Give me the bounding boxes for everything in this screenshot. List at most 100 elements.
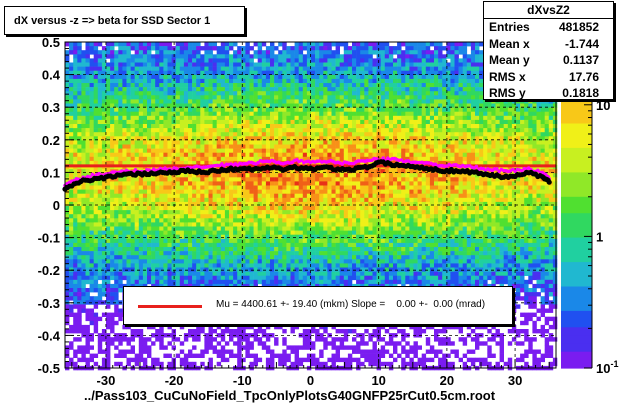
- heatmap-cell: [343, 357, 349, 363]
- heatmap-cell: [134, 214, 140, 219]
- heatmap-cell: [220, 74, 226, 80]
- heatmap-cell: [106, 74, 111, 80]
- heatmap-cell: [327, 193, 332, 199]
- heatmap-cell: [298, 238, 304, 244]
- heatmap-cell: [306, 193, 312, 199]
- heatmap-cell: [208, 83, 213, 88]
- heatmap-cell: [331, 275, 336, 281]
- heatmap-cell: [101, 201, 107, 207]
- heatmap-cell: [311, 357, 316, 363]
- heatmap-cell: [196, 271, 201, 276]
- heatmap-cell: [282, 259, 287, 264]
- heatmap-cell: [216, 238, 222, 244]
- heatmap-cell: [69, 222, 74, 227]
- heatmap-cell: [220, 83, 226, 88]
- heatmap-cell: [319, 136, 324, 141]
- heatmap-cell: [200, 115, 205, 121]
- heatmap-cell: [85, 288, 90, 293]
- heatmap-cell: [327, 95, 332, 100]
- heatmap-cell: [327, 201, 332, 207]
- heatmap-cell: [77, 103, 82, 108]
- heatmap-cell: [183, 140, 189, 145]
- heatmap-cell: [147, 345, 152, 350]
- heatmap-cell: [204, 107, 209, 112]
- heatmap-cell: [212, 128, 217, 133]
- heatmap-cell: [142, 83, 148, 88]
- heatmap-cell: [151, 140, 156, 145]
- heatmap-cell: [65, 99, 70, 104]
- heatmap-cell: [204, 238, 209, 244]
- heatmap-cell: [245, 115, 250, 121]
- heatmap-cell: [237, 193, 242, 199]
- heatmap-cell: [163, 353, 168, 358]
- heatmap-cell: [142, 115, 148, 121]
- heatmap-cell: [204, 259, 209, 264]
- heatmap-cell: [138, 329, 144, 334]
- heatmap-cell: [249, 181, 254, 186]
- heatmap-cell: [155, 214, 160, 219]
- heatmap-cell: [183, 148, 189, 153]
- heatmap-cell: [126, 279, 131, 285]
- heatmap-cell: [323, 124, 328, 129]
- heatmap-cell: [274, 107, 279, 112]
- heatmap-cell: [339, 70, 345, 76]
- heatmap-cell: [249, 361, 254, 367]
- heatmap-cell: [101, 119, 107, 125]
- heatmap-cell: [212, 58, 217, 63]
- heatmap-cell: [69, 247, 74, 252]
- heatmap-cell: [224, 144, 230, 149]
- heatmap-cell: [167, 70, 172, 76]
- heatmap-cell: [183, 238, 189, 244]
- heatmap-cell: [65, 87, 70, 92]
- heatmap-cell: [249, 124, 254, 129]
- heatmap-cell: [89, 308, 94, 313]
- heatmap-cell: [265, 173, 271, 178]
- heatmap-cell: [97, 222, 103, 227]
- heatmap-cell: [331, 251, 336, 256]
- heatmap-cell: [175, 181, 181, 186]
- heatmap-cell: [97, 316, 103, 322]
- heatmap-cell: [77, 255, 82, 260]
- heatmap-cell: [331, 95, 336, 100]
- heatmap-cell: [331, 279, 336, 285]
- heatmap-cell: [335, 349, 340, 354]
- heatmap-cell: [134, 144, 140, 149]
- heatmap-cell: [208, 111, 213, 117]
- heatmap-cell: [200, 361, 205, 367]
- heatmap-cell: [290, 152, 295, 158]
- heatmap-cell: [204, 271, 209, 276]
- heatmap-cell: [208, 279, 213, 285]
- heatmap-cell: [77, 124, 82, 129]
- heatmap-cell: [298, 345, 304, 350]
- heatmap-cell: [93, 107, 99, 112]
- heatmap-cell: [306, 83, 312, 88]
- heatmap-cell: [311, 345, 316, 350]
- heatmap-cell: [241, 185, 246, 190]
- heatmap-cell: [257, 337, 263, 342]
- heatmap-cell: [81, 275, 86, 281]
- heatmap-cell: [339, 83, 345, 88]
- heatmap-cell: [216, 210, 222, 215]
- heatmap-cell: [233, 132, 238, 137]
- heatmap-cell: [85, 230, 90, 235]
- heatmap-cell: [343, 185, 349, 190]
- heatmap-cell: [97, 218, 103, 223]
- heatmap-cell: [249, 247, 254, 252]
- heatmap-cell: [253, 337, 258, 342]
- heatmap-cell: [311, 87, 316, 92]
- heatmap-cell: [224, 230, 230, 235]
- heatmap-cell: [73, 95, 78, 100]
- heatmap-cell: [331, 263, 336, 268]
- heatmap-cell: [163, 181, 168, 186]
- heatmap-cell: [331, 189, 336, 194]
- heatmap-cell: [97, 251, 103, 256]
- heatmap-cell: [245, 128, 250, 133]
- heatmap-cell: [286, 70, 291, 76]
- heatmap-cell: [204, 70, 209, 76]
- heatmap-cell: [204, 255, 209, 260]
- heatmap-cell: [196, 91, 201, 96]
- heatmap-cell: [257, 136, 263, 141]
- heatmap-cell: [290, 189, 295, 194]
- heatmap-cell: [270, 83, 275, 88]
- heatmap-cell: [65, 140, 70, 145]
